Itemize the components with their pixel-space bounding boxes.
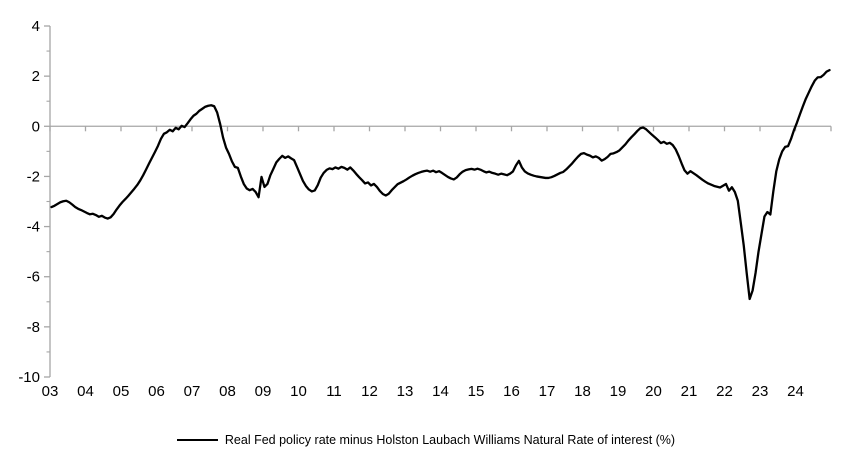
x-axis-tick-label: 13 xyxy=(397,383,414,400)
x-axis-tick-label: 14 xyxy=(432,383,449,400)
y-axis-tick-label: 4 xyxy=(32,18,40,35)
x-axis-tick-label: 11 xyxy=(326,383,342,400)
x-axis-tick-label: 23 xyxy=(752,383,769,400)
x-axis-tick-label: 10 xyxy=(290,383,307,400)
legend-line-swatch xyxy=(176,439,218,441)
data-line-series xyxy=(50,68,831,301)
x-axis-tick-label: 08 xyxy=(219,383,236,400)
x-axis-tick-label: 12 xyxy=(361,383,378,400)
y-axis-tick-label: -10 xyxy=(18,369,40,386)
x-axis-tick-label: 06 xyxy=(148,383,165,400)
x-axis-tick-label: 22 xyxy=(716,383,733,400)
x-axis-tick-label: 05 xyxy=(113,383,130,400)
x-axis-tick-label: 21 xyxy=(681,383,698,400)
y-axis-tick-label: -6 xyxy=(27,269,40,286)
x-axis-tick-label: 03 xyxy=(42,383,59,400)
x-axis-tick-label: 18 xyxy=(574,383,591,400)
x-axis-tick-label: 09 xyxy=(255,383,272,400)
x-axis-tick-label: 07 xyxy=(184,383,201,400)
legend-label: Real Fed policy rate minus Holston Lauba… xyxy=(224,433,676,447)
y-axis-tick-label: -4 xyxy=(27,219,40,236)
x-axis-tick-label: 04 xyxy=(77,383,94,400)
x-axis-tick-label: 15 xyxy=(468,383,485,400)
y-axis-tick-label: 0 xyxy=(32,118,40,135)
y-axis-tick-label: -2 xyxy=(27,168,40,185)
legend: Real Fed policy rate minus Holston Lauba… xyxy=(0,433,852,447)
x-axis-tick-label: 17 xyxy=(539,383,556,400)
y-axis-tick-label: 2 xyxy=(32,68,40,85)
x-axis-tick-label: 20 xyxy=(645,383,662,400)
y-axis-tick-label: -8 xyxy=(27,319,40,336)
x-axis-tick-label: 19 xyxy=(610,383,627,400)
x-axis-tick-label: 24 xyxy=(787,383,804,400)
x-axis-tick-label: 16 xyxy=(503,383,520,400)
